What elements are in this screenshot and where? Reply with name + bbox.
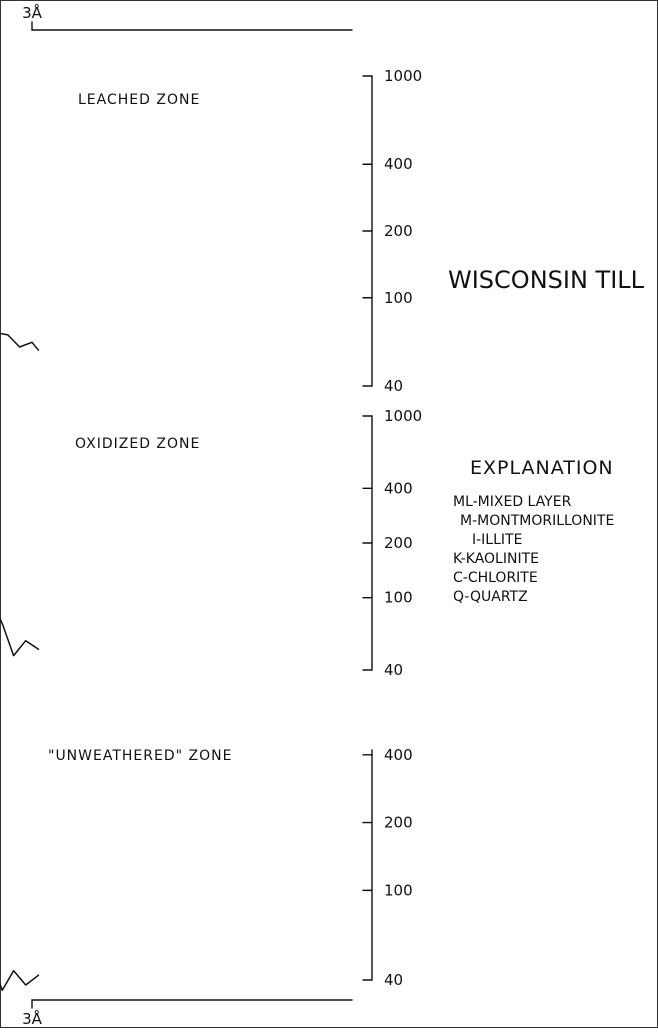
legend-entry: I-ILLITE [472,532,522,548]
legend-entry: M-MONTMORILLONITE [460,513,614,529]
panel-0-y-tick-label: 400 [384,155,413,173]
legend-entry: ML-MIXED LAYER [453,494,572,510]
panel-0-y-tick-label: 40 [384,377,403,395]
panel-1-y-tick-label: 100 [384,589,413,607]
panel-2-diffraction-curve [0,969,40,992]
panel-0-y-tick-label: 200 [384,222,413,240]
legend-entry: K-KAOLINITE [453,551,539,567]
legend-title: EXPLANATION [470,457,614,479]
panel-1-y-tick-label: 400 [384,479,413,497]
panel-1-y-tick-label: 1000 [384,407,422,425]
chart-title: WISCONSIN TILL [448,266,645,294]
panel-1-y-tick-label: 200 [384,534,413,552]
panel-2-y-tick-label: 200 [384,814,413,832]
panel-0-diffraction-curve [0,332,40,351]
panel-1-y-tick-label: 40 [384,661,403,679]
panel-0-y-tick-label: 1000 [384,67,422,85]
legend-entry: C-CHLORITE [453,570,538,586]
panel-0-zone-label: LEACHED ZONE [78,92,200,108]
panel-0-y-tick-label: 100 [384,289,413,307]
top-x-tick-label: 3Å [22,3,43,22]
panel-2-y-tick-label: 100 [384,881,413,899]
panel-2-y-tick-label: 400 [384,746,413,764]
panel-2-zone-label: "UNWEATHERED" ZONE [48,748,232,764]
legend-entry: Q-QUARTZ [453,589,528,605]
panel-2-y-tick-label: 40 [384,971,403,989]
panel-1-zone-label: OXIDIZED ZONE [75,436,200,452]
panel-1-diffraction-curve [0,617,40,657]
bottom-x-tick-label: 3Å [22,1009,43,1028]
